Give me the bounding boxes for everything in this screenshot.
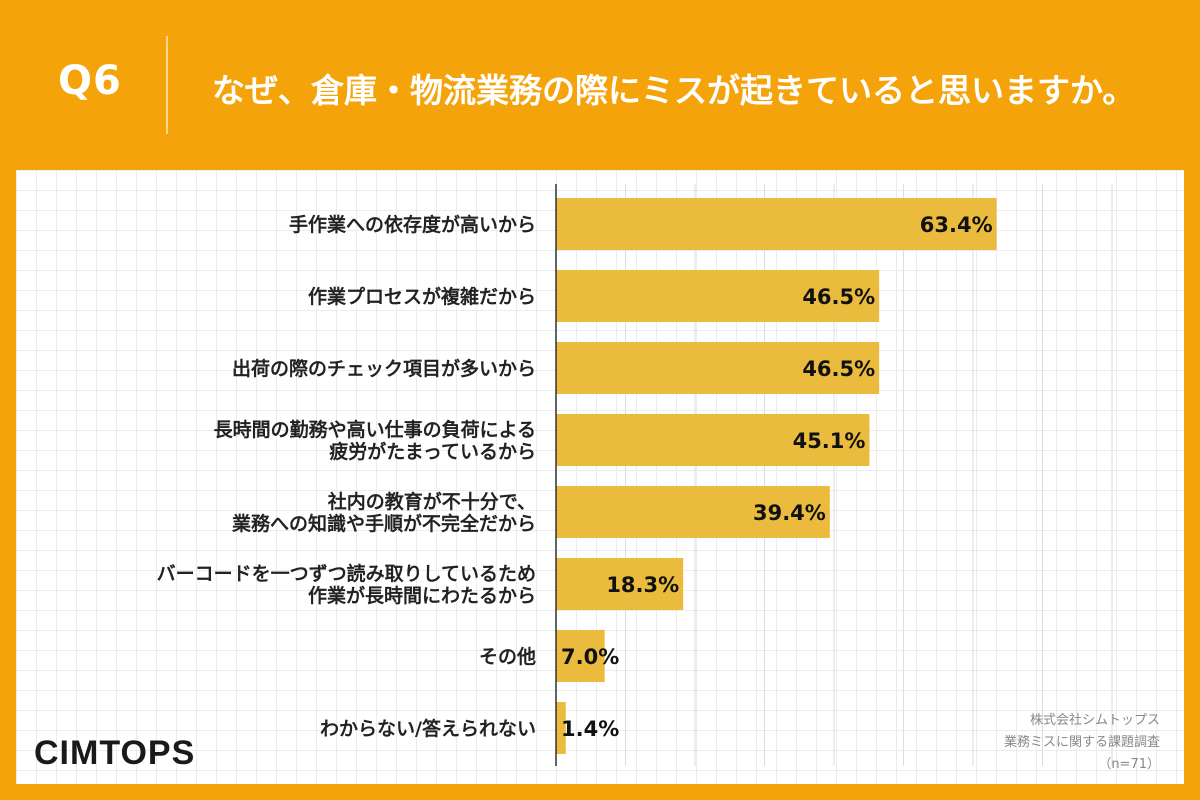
value-label: 45.1% [793,429,866,453]
value-label: 18.3% [606,573,679,597]
category-label: その他 [479,645,536,668]
category-label: 作業が長時間にわたるから [308,584,536,607]
category-label: 出荷の際のチェック項目が多いから [232,357,536,380]
value-label: 46.5% [802,357,875,381]
cimtops-logo: CIMTOPS [34,734,196,772]
source-sample: （n=71） [1098,757,1160,772]
header-divider [166,36,168,134]
question-number: Q6 [58,58,122,104]
source-company: 株式会社シムトップス [1029,713,1160,728]
value-label: 7.0% [561,645,619,669]
bar [556,558,684,610]
source-note: 株式会社シムトップス 業務ミスに関する課題調査 （n=71） [1004,710,1160,776]
category-label: 手作業への依存度が高いから [289,213,536,236]
chart-panel: 63.4% 手作業への依存度が高いから 46.5% 作業プロセスが複雑だから 46.5%… [16,170,1184,784]
bar [556,342,880,394]
bar [556,630,605,682]
category-label: 社内の教育が不十分で、 [327,490,536,513]
category-label: わからない/答えられない [320,717,536,740]
category-label: 疲労がたまっているから [329,440,536,463]
value-label: 39.4% [753,501,826,525]
category-label: 業務への知識や手順が不完全だから [231,512,536,535]
value-label: 46.5% [802,285,875,309]
bar-chart: 63.4% 手作業への依存度が高いから 46.5% 作業プロセスが複雑だから 46.5%… [157,184,1113,766]
bar [556,414,870,466]
value-label: 63.4% [920,213,993,237]
value-label: 1.4% [561,717,619,741]
bar [556,198,997,250]
bar [556,486,830,538]
question-text: なぜ、倉庫・物流業務の際にミスが起きていると思いますか。 [212,71,1136,110]
source-survey: 業務ミスに関する課題調査 [1003,735,1160,750]
bar [556,702,566,754]
bar [556,270,880,322]
header: Q6 なぜ、倉庫・物流業務の際にミスが起きていると思いますか。 [0,0,1200,170]
category-label: 長時間の勤務や高い仕事の負荷による [214,418,536,441]
category-label: バーコードを一つずつ読み取りしているため [157,562,536,585]
category-label: 作業プロセスが複雑だから [308,285,536,308]
